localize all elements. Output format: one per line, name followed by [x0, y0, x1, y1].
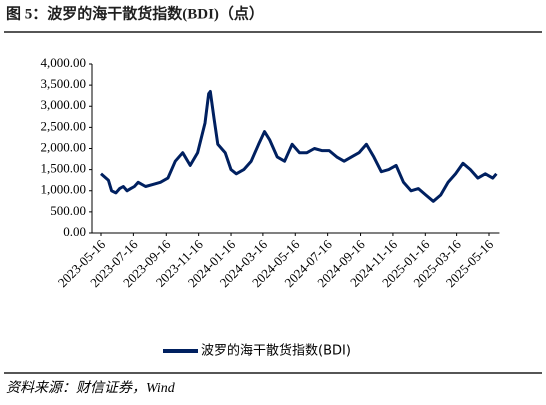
data-line [100, 90, 498, 203]
source-note: 资料来源：财信证券，Wind [6, 380, 176, 396]
y-tick-label: 500.00 [50, 203, 86, 218]
y-tick-label: 3,000.00 [41, 97, 87, 112]
y-tick-label: 2,000.00 [41, 139, 87, 154]
y-tick-label: 2,500.00 [41, 118, 87, 133]
y-tick-label: 4,000.00 [41, 55, 87, 70]
y-tick-label: 1,500.00 [41, 161, 87, 176]
y-tick-label: 3,500.00 [41, 76, 87, 91]
legend-label: 波罗的海干散货指数(BDI) [201, 343, 351, 359]
y-tick-label: 1,000.00 [41, 182, 87, 197]
y-tick-label: 0.00 [63, 224, 86, 239]
chart-title: 图 5：波罗的海干散货指数(BDI)（点） [6, 4, 264, 22]
